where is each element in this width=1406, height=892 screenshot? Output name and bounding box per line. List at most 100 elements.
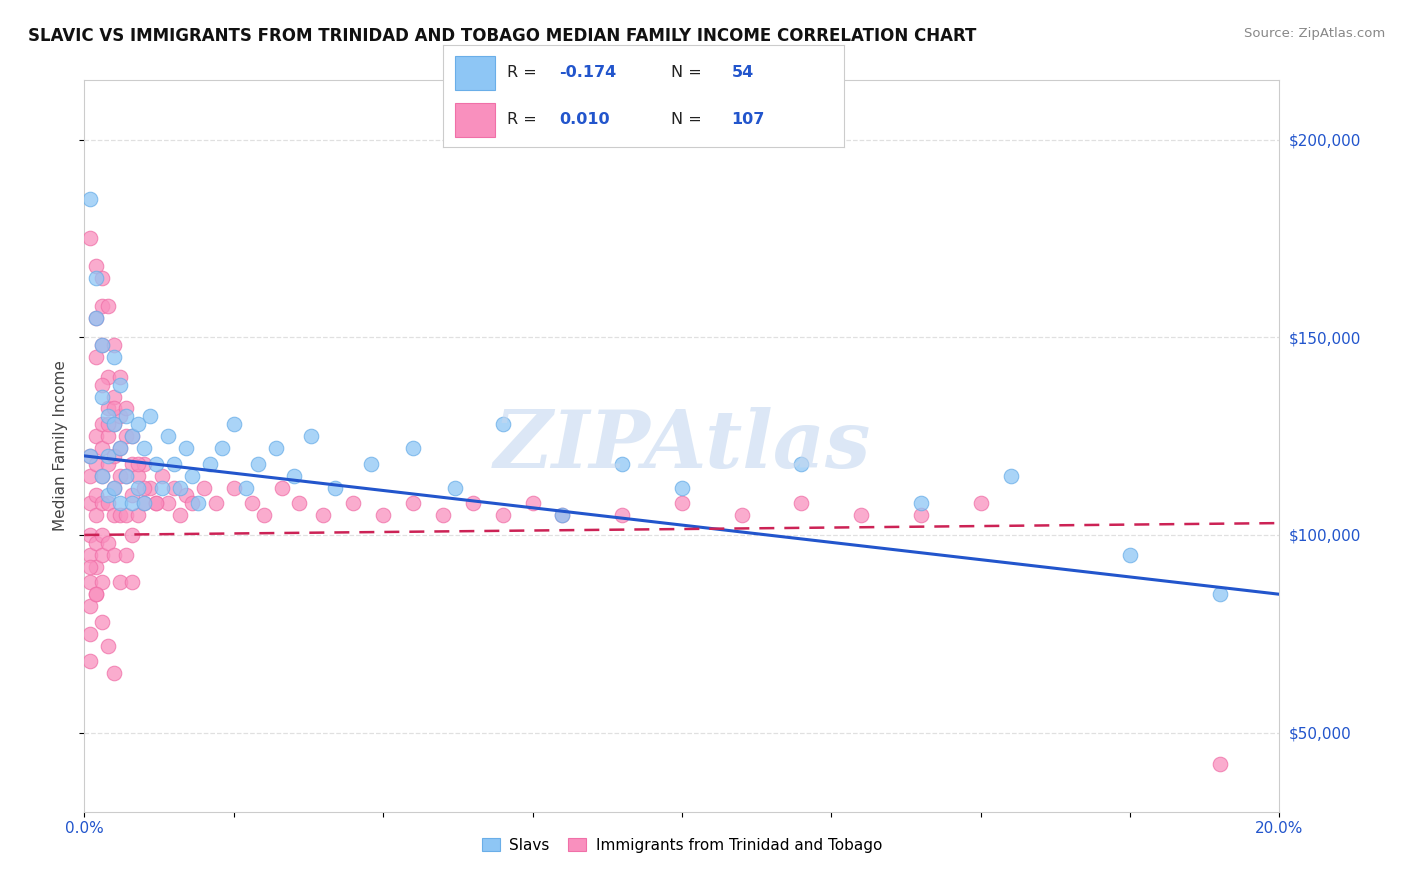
Point	[86, 350, 108, 364]
Point	[198, 457, 221, 471]
Point	[145, 496, 167, 510]
Point	[121, 457, 143, 471]
Text: R =: R =	[508, 65, 541, 79]
Point	[97, 536, 120, 550]
Point	[97, 496, 120, 510]
Point	[110, 369, 132, 384]
Point	[86, 508, 108, 523]
Point	[110, 468, 132, 483]
Point	[121, 528, 143, 542]
Point	[1209, 587, 1232, 601]
Point	[790, 457, 813, 471]
Point	[121, 429, 143, 443]
Point	[174, 441, 197, 455]
Y-axis label: Median Family Income: Median Family Income	[53, 360, 69, 532]
Point	[110, 508, 132, 523]
Point	[163, 457, 186, 471]
Point	[127, 417, 149, 432]
Point	[187, 496, 209, 510]
Point	[139, 481, 162, 495]
Point	[91, 528, 114, 542]
Point	[79, 192, 101, 206]
Point	[910, 508, 932, 523]
Point	[115, 401, 138, 416]
Point	[91, 390, 114, 404]
Point	[110, 377, 132, 392]
Point	[121, 488, 143, 502]
Point	[79, 449, 101, 463]
Text: 54: 54	[731, 65, 754, 79]
Point	[264, 441, 287, 455]
Point	[402, 496, 425, 510]
Point	[86, 587, 108, 601]
Point	[91, 441, 114, 455]
Point	[211, 441, 233, 455]
Point	[235, 481, 257, 495]
Point	[121, 496, 143, 510]
Point	[86, 429, 108, 443]
Point	[103, 481, 125, 495]
Point	[86, 488, 108, 502]
Point	[461, 496, 484, 510]
Point	[851, 508, 873, 523]
Point	[240, 496, 263, 510]
Point	[86, 310, 108, 325]
Point	[103, 350, 125, 364]
Point	[115, 409, 138, 424]
Point	[97, 457, 120, 471]
Point	[163, 481, 186, 495]
Point	[79, 496, 101, 510]
Point	[402, 441, 425, 455]
Point	[444, 481, 467, 495]
Text: 0.010: 0.010	[560, 112, 610, 127]
Point	[205, 496, 228, 510]
Point	[97, 429, 120, 443]
Point	[91, 575, 114, 590]
Point	[132, 481, 156, 495]
Point	[79, 528, 101, 542]
Point	[132, 496, 156, 510]
Point	[115, 548, 138, 562]
Point	[970, 496, 993, 510]
Point	[110, 409, 132, 424]
Text: ZIPAtlas: ZIPAtlas	[494, 408, 870, 484]
Point	[115, 508, 138, 523]
Point	[97, 299, 120, 313]
Point	[157, 429, 180, 443]
Point	[1000, 468, 1022, 483]
Point	[91, 496, 114, 510]
Point	[342, 496, 364, 510]
Point	[91, 615, 114, 629]
Text: SLAVIC VS IMMIGRANTS FROM TRINIDAD AND TOBAGO MEDIAN FAMILY INCOME CORRELATION C: SLAVIC VS IMMIGRANTS FROM TRINIDAD AND T…	[28, 27, 977, 45]
Point	[79, 599, 101, 614]
Point	[91, 548, 114, 562]
Point	[103, 508, 125, 523]
Point	[551, 508, 574, 523]
Point	[132, 441, 156, 455]
Point	[181, 468, 204, 483]
Point	[612, 508, 634, 523]
Point	[222, 481, 245, 495]
Point	[492, 417, 515, 432]
Point	[91, 377, 114, 392]
Point	[103, 390, 125, 404]
Point	[373, 508, 395, 523]
Point	[97, 417, 120, 432]
Point	[270, 481, 292, 495]
Point	[86, 559, 108, 574]
Point	[127, 481, 149, 495]
Point	[360, 457, 382, 471]
Point	[97, 639, 120, 653]
Point	[169, 508, 191, 523]
Point	[103, 481, 125, 495]
Point	[115, 429, 138, 443]
Point	[110, 441, 132, 455]
Point	[325, 481, 347, 495]
Point	[103, 417, 125, 432]
Point	[222, 417, 245, 432]
Point	[127, 457, 149, 471]
Point	[1209, 757, 1232, 772]
Point	[174, 488, 197, 502]
Point	[103, 338, 125, 352]
Point	[86, 587, 108, 601]
